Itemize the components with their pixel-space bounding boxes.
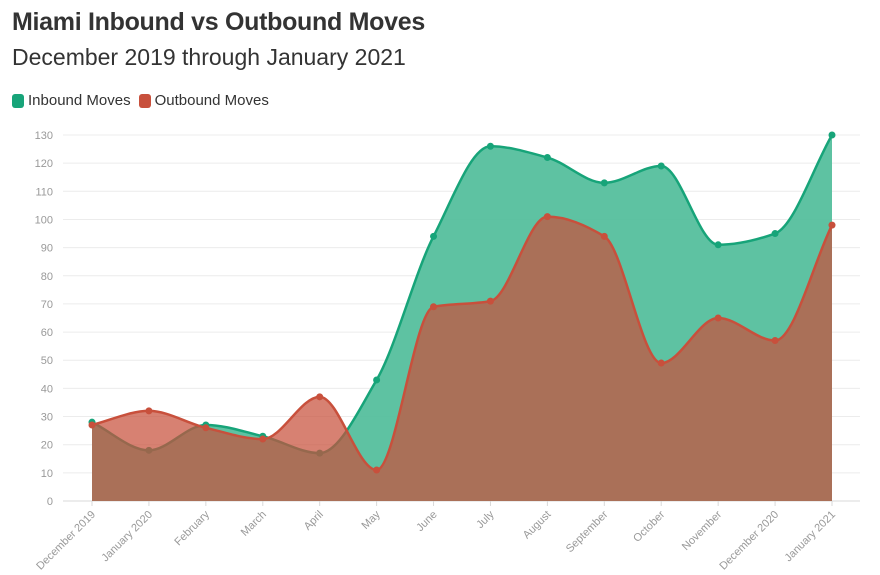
x-tick-label: February (172, 508, 212, 548)
x-tick-label: April (302, 509, 326, 533)
legend-swatch-inbound (12, 93, 24, 108)
outbound-point (714, 314, 722, 322)
legend-label-inbound: Inbound Moves (28, 92, 131, 109)
y-tick-label: 80 (41, 271, 53, 283)
outbound-point (771, 337, 779, 345)
legend: Inbound Moves Outbound Moves (12, 92, 277, 109)
outbound-point (430, 303, 438, 311)
x-tick-label: March (239, 509, 269, 539)
y-tick-label: 110 (35, 186, 53, 198)
inbound-point (657, 162, 665, 170)
outbound-point (543, 213, 551, 221)
x-tick-label: August (521, 509, 554, 542)
inbound-point (600, 179, 608, 187)
y-tick-label: 0 (47, 496, 53, 508)
y-tick-label: 60 (41, 327, 53, 339)
inbound-point (486, 142, 494, 150)
x-tick-label: October (631, 508, 667, 544)
outbound-point (373, 466, 381, 474)
y-tick-label: 90 (41, 243, 53, 255)
y-tick-label: 30 (41, 412, 53, 424)
x-tick-label: December 2020 (717, 509, 781, 573)
y-tick-label: 40 (41, 383, 53, 395)
x-tick-label: September (564, 508, 611, 555)
outbound-area (92, 216, 832, 501)
x-tick-label: July (474, 508, 497, 531)
inbound-point (543, 154, 551, 162)
outbound-point (828, 221, 836, 229)
inbound-point (714, 241, 722, 249)
legend-item-inbound[interactable]: Inbound Moves (12, 92, 131, 109)
x-tick-label: May (360, 508, 384, 532)
outbound-point (259, 435, 267, 443)
y-tick-label: 10 (41, 468, 53, 480)
y-tick-label: 70 (41, 299, 53, 311)
outbound-point (145, 407, 153, 415)
inbound-point (771, 230, 779, 238)
x-tick-label: November (680, 508, 725, 553)
inbound-point (430, 232, 438, 240)
x-tick-label: December 2019 (34, 509, 98, 573)
x-tick-label: January 2020 (99, 509, 155, 565)
legend-item-outbound[interactable]: Outbound Moves (138, 92, 269, 109)
legend-swatch-outbound (138, 93, 151, 108)
x-tick-label: January 2021 (782, 509, 838, 565)
chart-subtitle: December 2019 through January 2021 (12, 44, 406, 70)
chart-title: Miami Inbound vs Outbound Moves (12, 8, 425, 36)
x-tick-label: June (414, 509, 439, 534)
legend-label-outbound: Outbound Moves (154, 92, 269, 109)
y-tick-label: 50 (41, 355, 53, 367)
outbound-point (88, 421, 96, 429)
outbound-point (657, 359, 665, 367)
y-tick-label: 120 (35, 158, 53, 170)
y-tick-label: 130 (35, 130, 53, 142)
outbound-point (316, 393, 324, 401)
outbound-point (202, 424, 210, 432)
inbound-line (91, 134, 834, 455)
y-tick-label: 100 (35, 214, 53, 226)
inbound-point (828, 131, 836, 139)
outbound-point (600, 232, 608, 240)
outbound-point (486, 297, 494, 305)
inbound-point (373, 376, 381, 384)
y-tick-label: 20 (41, 440, 53, 452)
